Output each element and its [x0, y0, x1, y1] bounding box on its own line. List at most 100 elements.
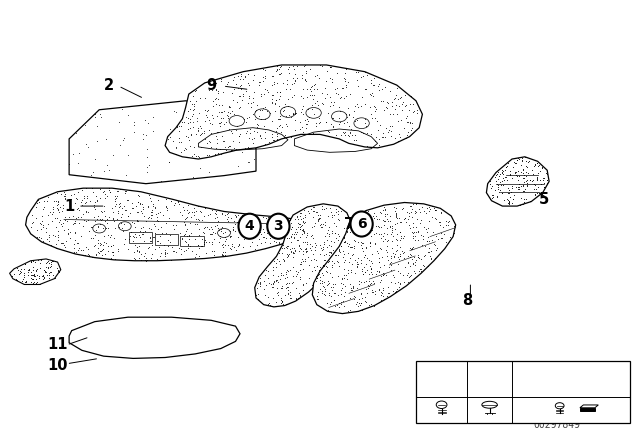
Point: [504, 197, 515, 204]
Point: [207, 86, 217, 94]
Point: [342, 276, 352, 283]
Point: [395, 280, 405, 288]
Point: [74, 246, 84, 253]
Point: [355, 302, 365, 309]
Point: [47, 204, 58, 211]
Point: [504, 189, 514, 196]
Point: [104, 189, 115, 196]
Point: [19, 266, 29, 273]
Point: [339, 95, 349, 102]
Point: [225, 228, 235, 235]
Point: [504, 199, 515, 207]
Point: [518, 187, 528, 194]
Point: [516, 168, 526, 176]
Point: [220, 211, 230, 218]
Point: [378, 271, 388, 279]
Point: [393, 267, 403, 275]
Point: [120, 187, 130, 194]
Point: [175, 229, 186, 236]
Point: [173, 245, 184, 252]
Point: [38, 224, 48, 231]
Point: [349, 245, 359, 252]
Point: [333, 215, 343, 223]
Point: [312, 216, 323, 223]
Point: [65, 234, 76, 241]
Point: [184, 235, 195, 242]
Point: [202, 108, 212, 115]
Point: [377, 86, 387, 93]
Point: [137, 209, 147, 216]
Point: [36, 226, 46, 233]
Point: [246, 99, 256, 106]
Point: [176, 138, 186, 146]
Point: [24, 266, 34, 273]
Point: [519, 179, 529, 186]
Point: [70, 230, 81, 237]
Point: [353, 68, 363, 75]
Point: [415, 255, 426, 262]
Point: [76, 214, 86, 221]
Point: [295, 213, 305, 220]
Point: [339, 238, 349, 245]
Point: [114, 224, 124, 231]
Text: 8: 8: [462, 293, 472, 308]
Point: [286, 220, 296, 227]
Point: [22, 267, 33, 274]
Point: [163, 242, 173, 250]
Point: [19, 269, 29, 276]
Point: [90, 218, 100, 225]
Point: [92, 215, 102, 222]
Point: [233, 85, 243, 92]
Point: [103, 232, 113, 239]
Point: [289, 230, 299, 237]
Point: [429, 254, 440, 261]
Point: [197, 235, 207, 242]
Point: [290, 111, 300, 118]
Point: [132, 217, 143, 224]
Point: [189, 204, 200, 211]
Point: [398, 284, 408, 291]
Point: [343, 266, 353, 273]
Point: [339, 233, 349, 240]
Point: [449, 220, 460, 227]
Point: [284, 216, 294, 223]
Point: [493, 189, 504, 196]
Point: [540, 184, 550, 191]
Point: [142, 146, 152, 153]
Point: [221, 146, 232, 154]
Point: [511, 183, 521, 190]
Point: [522, 179, 532, 186]
Point: [379, 203, 389, 211]
Point: [212, 221, 222, 228]
Point: [205, 223, 216, 230]
Point: [78, 247, 88, 254]
Point: [275, 225, 285, 233]
Point: [204, 168, 214, 176]
Point: [352, 258, 362, 265]
Point: [177, 236, 187, 243]
Point: [130, 255, 140, 262]
Point: [242, 215, 252, 223]
Point: [121, 188, 131, 195]
Point: [161, 204, 171, 211]
Point: [146, 255, 156, 262]
Point: [262, 107, 272, 114]
Point: [77, 202, 87, 209]
Point: [503, 184, 513, 191]
Point: [135, 233, 145, 241]
Point: [241, 228, 251, 235]
Point: [255, 280, 265, 288]
Point: [321, 268, 332, 275]
Point: [275, 112, 285, 120]
Point: [359, 254, 369, 261]
Point: [293, 295, 303, 302]
Point: [428, 228, 438, 235]
Point: [394, 102, 404, 109]
Point: [153, 218, 163, 225]
Point: [321, 118, 331, 125]
Point: [151, 211, 161, 218]
Point: [319, 252, 329, 259]
Point: [110, 202, 120, 210]
Point: [71, 215, 81, 222]
Point: [357, 265, 367, 272]
